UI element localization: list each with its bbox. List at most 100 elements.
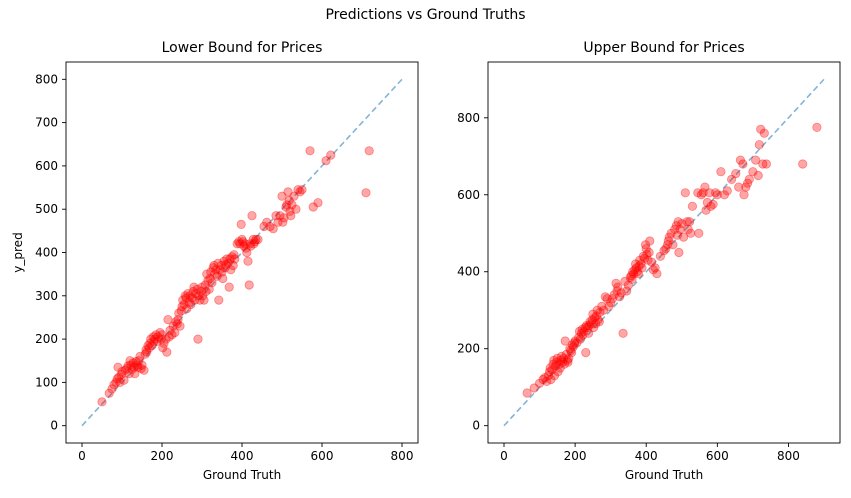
data-point (534, 378, 545, 388)
data-point (291, 204, 301, 214)
data-point (549, 371, 560, 381)
data-point (731, 169, 741, 179)
data-point (700, 182, 710, 192)
data-point (587, 315, 597, 325)
data-point (129, 362, 139, 372)
data-point (167, 330, 177, 340)
data-point (577, 324, 587, 335)
data-point (271, 211, 281, 221)
data-point (566, 347, 577, 358)
data-point (149, 336, 159, 346)
data-point (594, 317, 604, 327)
data-point (544, 367, 555, 377)
data-point (734, 182, 744, 192)
data-point (558, 357, 568, 367)
data-point (759, 128, 769, 138)
data-point (191, 288, 201, 299)
x-tick-label: 800 (391, 449, 414, 463)
data-point (546, 374, 556, 385)
data-point (592, 305, 602, 315)
data-point (235, 239, 245, 249)
y-tick-label: 700 (35, 116, 58, 130)
data-point (224, 282, 234, 292)
data-point (131, 356, 141, 367)
data-point (570, 336, 580, 346)
data-point (151, 330, 161, 340)
reference-diagonal-line (503, 78, 825, 427)
data-point (561, 349, 571, 360)
data-point (240, 239, 250, 249)
x-tick-label: 0 (500, 449, 508, 463)
data-point (113, 362, 123, 372)
data-point (580, 322, 590, 333)
data-point (140, 349, 150, 359)
data-point (283, 187, 293, 197)
x-axis-label: Ground Truth (203, 468, 281, 482)
data-point (634, 261, 644, 271)
data-point (97, 397, 107, 407)
data-point (237, 234, 247, 245)
data-point (229, 250, 239, 260)
data-point (139, 365, 149, 375)
data-point (609, 290, 619, 300)
data-point (293, 185, 303, 195)
data-point (247, 211, 257, 221)
data-point (297, 185, 307, 195)
y-tick-label: 500 (35, 202, 58, 216)
data-point (673, 217, 683, 227)
data-point (704, 188, 715, 198)
data-point (281, 202, 291, 212)
data-point (172, 319, 182, 329)
data-point (638, 251, 649, 261)
figure-title: Predictions vs Ground Truths (325, 7, 526, 23)
data-point (670, 224, 680, 234)
data-point (645, 236, 655, 246)
y-tick-label: 800 (35, 72, 58, 86)
data-point (136, 363, 146, 374)
data-point (668, 240, 678, 250)
data-point (597, 301, 607, 311)
data-point (242, 247, 252, 258)
lower-bound-chart: Lower Bound for Prices 0 200 400 600 800 0 100 2… (11, 40, 419, 482)
data-point (538, 374, 548, 385)
data-point (611, 278, 621, 288)
y-tick-label: 400 (35, 246, 58, 260)
data-point (626, 270, 636, 281)
data-point (593, 315, 603, 325)
data-point (144, 343, 154, 353)
data-point (584, 320, 594, 331)
data-point (562, 355, 572, 365)
data-point (578, 330, 588, 340)
data-point (122, 363, 132, 374)
data-point (568, 342, 578, 352)
data-point (275, 211, 285, 221)
data-point (107, 384, 117, 394)
data-point (559, 353, 569, 363)
data-point (612, 286, 622, 296)
data-point (321, 156, 331, 166)
data-point (184, 297, 194, 307)
data-point (586, 319, 596, 329)
data-point (579, 326, 589, 336)
data-point (213, 258, 223, 268)
data-point (126, 360, 136, 370)
data-point (185, 291, 195, 301)
data-point (308, 202, 318, 212)
data-point (147, 340, 157, 351)
data-point (712, 190, 722, 200)
y-tick-label: 200 (35, 332, 58, 346)
data-point (553, 367, 563, 377)
data-point (259, 221, 269, 232)
data-point (265, 221, 275, 232)
data-point (672, 230, 683, 240)
data-point (606, 297, 616, 308)
data-point (754, 140, 764, 150)
data-point (313, 198, 323, 208)
data-point (217, 267, 227, 277)
data-point (563, 357, 573, 367)
data-point (693, 188, 703, 198)
data-point (193, 334, 203, 344)
axes-frame (487, 61, 841, 444)
data-point (162, 347, 172, 357)
data-point (197, 282, 207, 292)
